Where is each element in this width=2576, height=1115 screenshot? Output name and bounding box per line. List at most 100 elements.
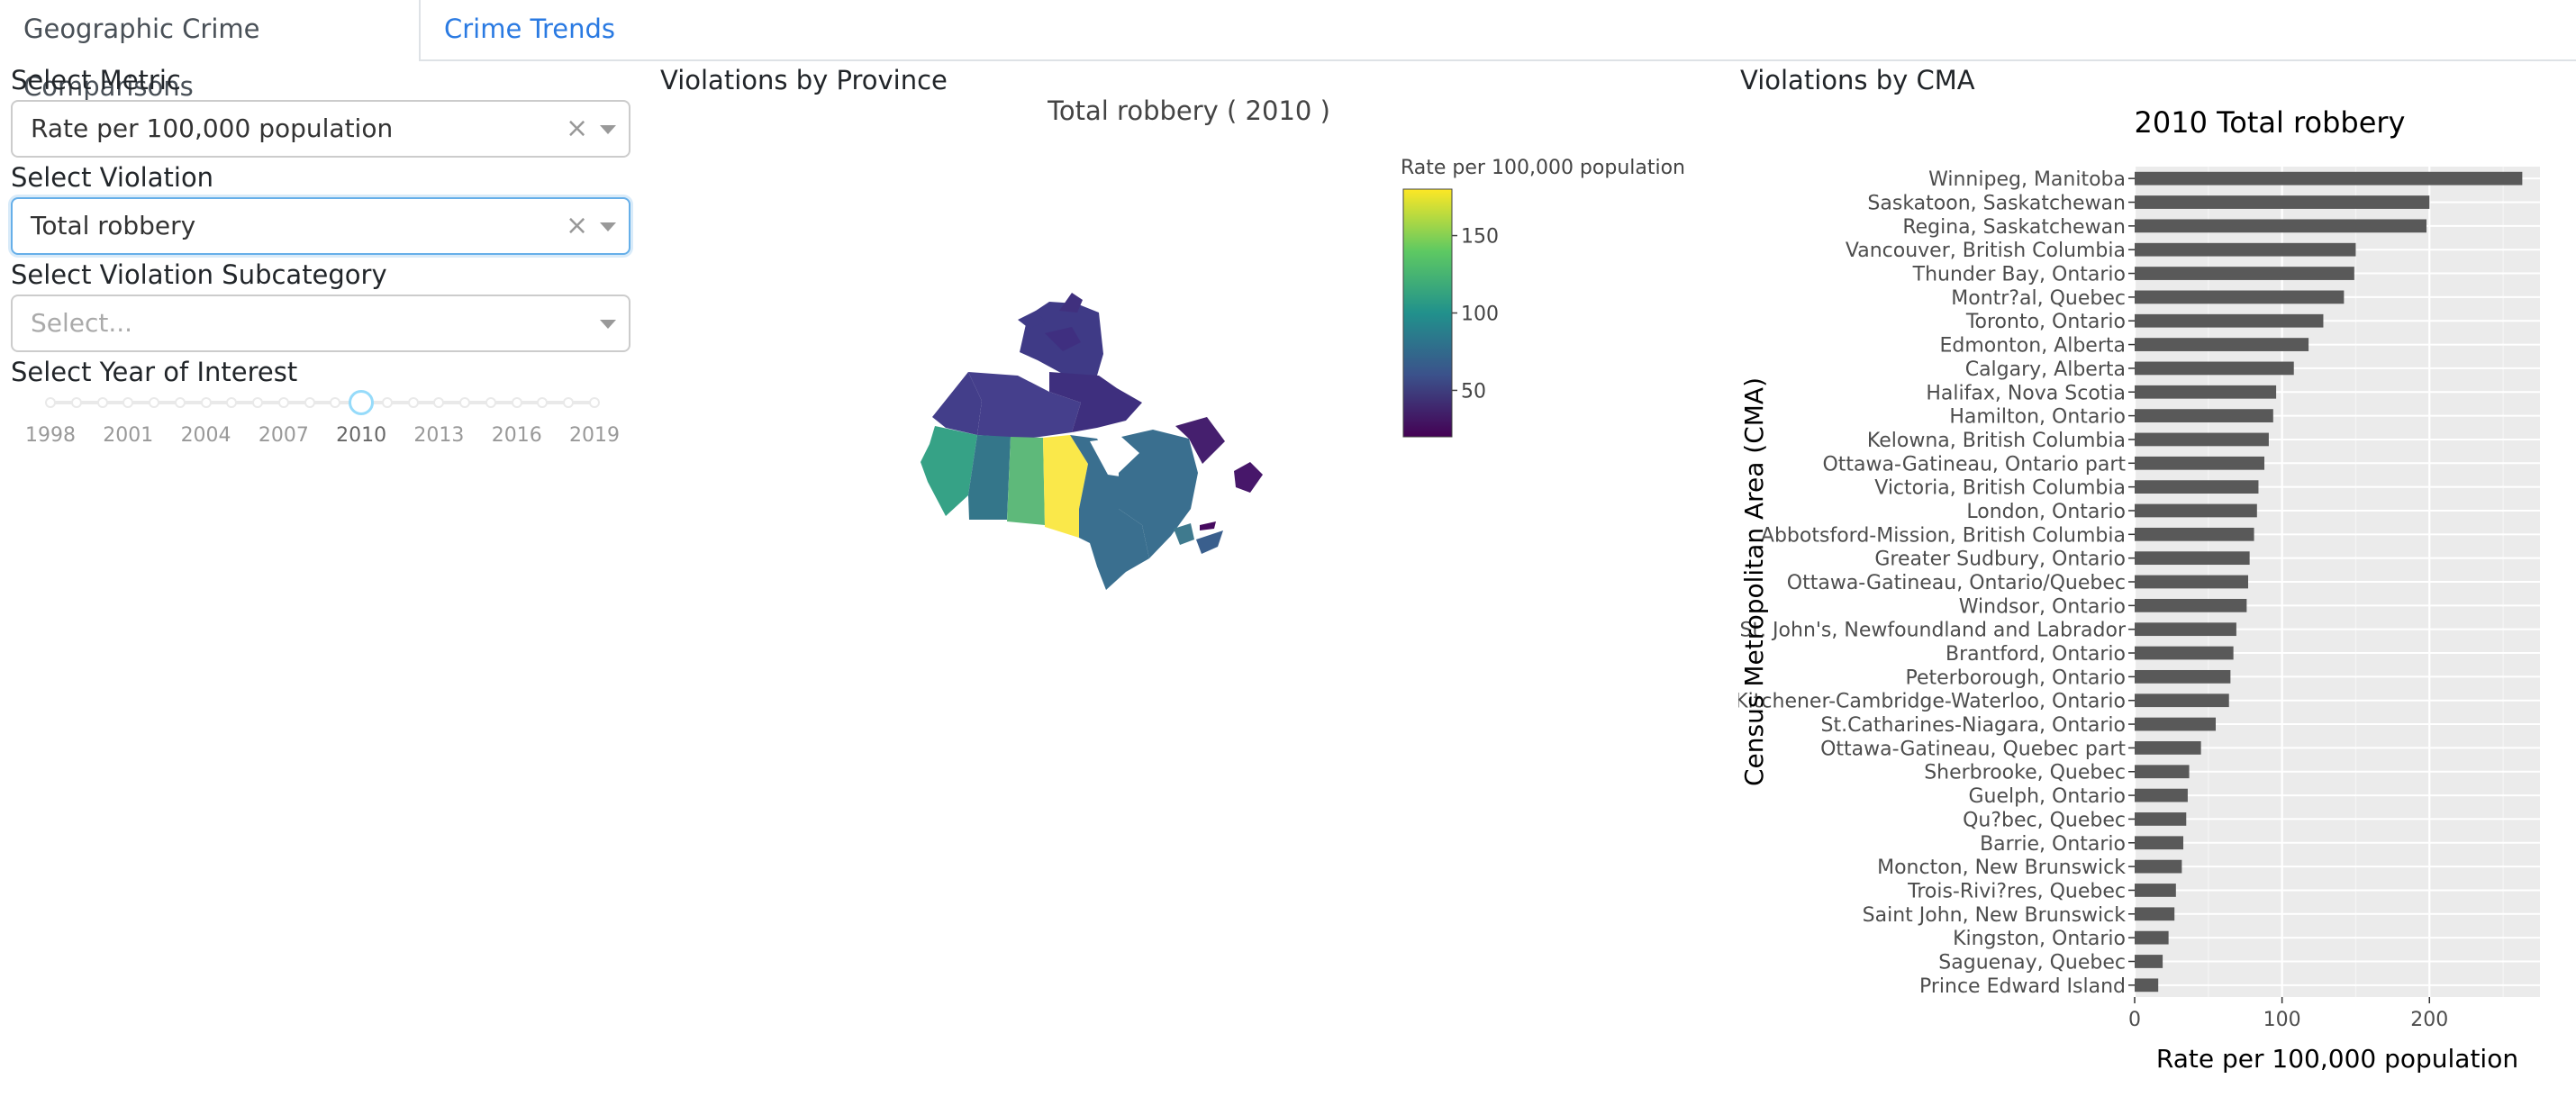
bar[interactable] [2135,171,2523,186]
province-bc[interactable] [921,426,977,516]
bar[interactable] [2135,622,2236,637]
year-slider-dot[interactable] [537,397,549,408]
province-alberta[interactable] [968,435,1011,520]
province-quebec[interactable] [1119,430,1198,558]
bar[interactable] [2135,765,2190,779]
year-slider-dot[interactable] [45,397,56,408]
year-slider-dot[interactable] [174,397,186,408]
subcategory-dropdown[interactable]: Select... [11,295,630,352]
violation-clear-icon[interactable]: × [566,210,589,241]
bar[interactable] [2135,575,2248,589]
year-mark-2010[interactable]: 2010 [336,424,387,447]
year-slider-dot[interactable] [149,397,160,408]
bar[interactable] [2135,480,2259,494]
year-slider-dot[interactable] [433,397,445,408]
province-saskatchewan[interactable] [1007,437,1045,525]
bar[interactable] [2135,741,2201,755]
bar[interactable] [2135,456,2264,470]
year-slider-dot[interactable] [226,397,238,408]
bar[interactable] [2135,646,2234,660]
tab-crime-trends[interactable]: Crime Trends [444,14,616,44]
bar[interactable] [2135,598,2247,612]
bar[interactable] [2135,717,2216,731]
violation-chevron-down-icon[interactable] [600,222,616,231]
bar[interactable] [2135,290,2345,304]
bar[interactable] [2135,242,2356,257]
island-shape[interactable] [1059,293,1083,313]
year-slider-dot[interactable] [563,397,575,408]
year-slider-dot[interactable] [200,397,212,408]
bar[interactable] [2135,812,2187,826]
y-tick-label: Edmonton, Alberta [1939,335,2126,358]
year-slider-dot[interactable] [96,397,108,408]
bar[interactable] [2135,385,2277,399]
year-slider-dot[interactable] [381,397,393,408]
bar[interactable] [2135,978,2159,993]
year-mark-2007[interactable]: 2007 [258,424,309,447]
bar[interactable] [2135,859,2182,874]
canada-map[interactable] [921,293,1263,590]
bar[interactable] [2135,195,2430,209]
y-tick-label: Abbotsford-Mission, British Columbia [1761,524,2126,547]
bar[interactable] [2135,836,2183,850]
bar[interactable] [2135,338,2309,351]
year-mark-2019[interactable]: 2019 [569,424,620,447]
bar[interactable] [2135,907,2175,921]
province-nova-scotia[interactable] [1196,530,1223,554]
province-labrador[interactable] [1175,417,1225,464]
y-tick-label: Winnipeg, Manitoba [1928,168,2126,191]
year-slider-dot[interactable] [407,397,419,408]
bar[interactable] [2135,503,2257,518]
province-nwt[interactable] [968,372,1081,439]
province-yukon[interactable] [932,372,982,435]
y-tick-label: Regina, Saskatchewan [1902,216,2126,239]
bar[interactable] [2135,361,2294,376]
year-slider-dot[interactable] [485,397,496,408]
bar[interactable] [2135,527,2254,541]
year-slider-dot[interactable] [277,397,289,408]
year-slider-handle[interactable] [349,390,375,415]
bar[interactable] [2135,669,2231,684]
bar[interactable] [2135,930,2169,945]
province-new-brunswick[interactable] [1174,523,1194,545]
metric-clear-icon[interactable]: × [566,113,589,144]
subcategory-chevron-down-icon[interactable] [600,320,616,329]
year-slider-track[interactable] [50,401,594,404]
province-ontario[interactable] [1070,435,1149,590]
bar[interactable] [2135,884,2176,897]
year-mark-2013[interactable]: 2013 [413,424,465,447]
province-newfoundland[interactable] [1234,462,1263,493]
year-slider-dot[interactable] [330,397,341,408]
year-slider-dot[interactable] [459,397,471,408]
metric-chevron-down-icon[interactable] [600,125,616,134]
year-slider-dot[interactable] [589,397,600,408]
bar[interactable] [2135,955,2163,968]
year-mark-2001[interactable]: 2001 [103,424,154,447]
bar[interactable] [2135,788,2188,802]
bar[interactable] [2135,267,2354,280]
bar[interactable] [2135,313,2324,328]
province-manitoba[interactable] [1043,435,1088,538]
bar[interactable] [2135,432,2269,447]
island-shape[interactable] [1018,311,1045,329]
bar[interactable] [2135,219,2426,233]
island-shape[interactable] [1045,327,1081,351]
province-pei[interactable] [1200,521,1216,530]
year-mark-2004[interactable]: 2004 [180,424,231,447]
province-choropleth[interactable]: Total robbery ( 2010 ) [649,86,1711,608]
year-slider-dot[interactable] [252,397,264,408]
year-slider-dot[interactable] [511,397,522,408]
year-slider-dot[interactable] [304,397,315,408]
year-slider-dot[interactable] [122,397,134,408]
bar[interactable] [2135,693,2229,708]
tab-geographic-crime-comparisons[interactable]: Geographic Crime Comparisons [0,0,421,102]
province-nunavut[interactable] [1049,372,1142,432]
violation-dropdown[interactable]: Total robbery × [11,197,630,255]
bar[interactable] [2135,409,2273,422]
year-mark-2016[interactable]: 2016 [491,424,542,447]
year-slider-dot[interactable] [70,397,82,408]
year-mark-1998[interactable]: 1998 [25,424,76,447]
cma-bar-chart[interactable]: 2010 Total robbery Winnipeg, ManitobaSas… [1738,95,2549,1103]
metric-dropdown[interactable]: Rate per 100,000 population × [11,100,630,158]
bar[interactable] [2135,551,2250,566]
